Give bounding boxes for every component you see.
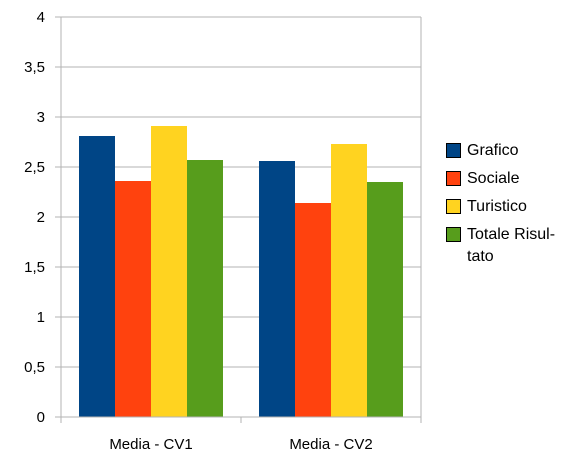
y-tick-label: 1 [37,309,45,326]
bar-sociale-2 [295,203,331,417]
bar-totale-risul-tato-2 [367,182,403,417]
legend-swatch-turistico [446,199,461,214]
bar-grafico-1 [79,136,115,417]
legend-label-turistico: Turistico [467,198,527,215]
x-tick-label: Media - CV2 [289,436,372,453]
legend-swatch-grafico [446,143,461,158]
y-axis-tick-labels: 0 0,5 1 1,5 2 2,5 3 3,5 4 [24,9,45,426]
y-tick-label: 0,5 [24,359,45,376]
y-tick-label: 2 [37,209,45,226]
y-tick-label: 3,5 [24,59,45,76]
legend-label-sociale: Sociale [467,170,520,187]
y-tick-label: 4 [37,9,45,26]
bar-sociale-1 [115,181,151,417]
bar-grafico-2 [259,161,295,417]
legend-label-grafico: Grafico [467,142,519,159]
legend-item-grafico: Grafico [446,140,586,162]
legend-swatch-sociale [446,171,461,186]
legend-item-totale-risultato: Totale Risul-tato [446,224,586,268]
legend: Grafico Sociale Turistico Totale Risul-t… [446,140,586,274]
y-tick-label: 1,5 [24,259,45,276]
bar-totale-risul-tato-1 [187,160,223,417]
axes [60,17,422,423]
y-tick-label: 3 [37,109,45,126]
x-axis-tick-labels: Media - CV1 Media - CV2 [109,436,372,453]
bar-turistico-2 [331,144,367,417]
legend-item-sociale: Sociale [446,168,586,190]
legend-swatch-totale-risultato [446,227,461,242]
bars [79,126,403,417]
bar-turistico-1 [151,126,187,417]
legend-label-totale-risultato: Totale Risul-tato [467,226,556,265]
y-tick-label: 2,5 [24,159,45,176]
x-tick-label: Media - CV1 [109,436,192,453]
y-tick-label: 0 [37,409,45,426]
legend-item-turistico: Turistico [446,196,586,218]
